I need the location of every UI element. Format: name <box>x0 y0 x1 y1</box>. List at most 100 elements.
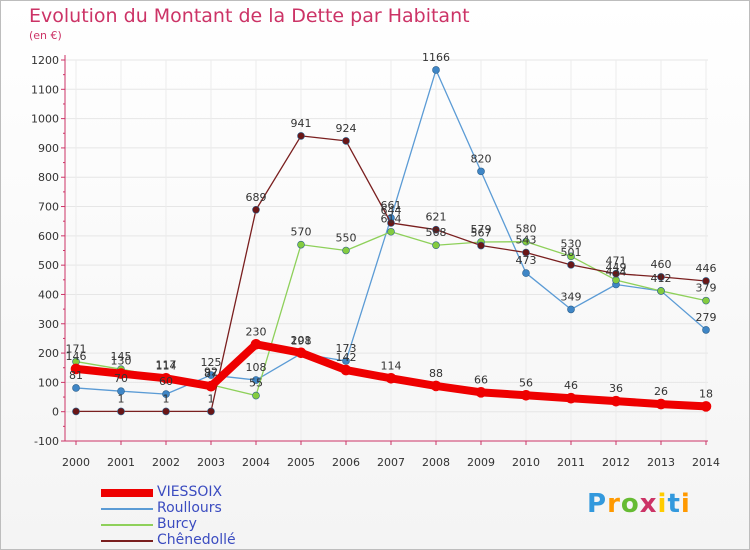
series-point <box>115 368 127 379</box>
data-label: 36 <box>609 382 623 395</box>
data-label: 689 <box>246 191 267 204</box>
series-point <box>342 137 350 145</box>
data-label: 349 <box>561 290 582 303</box>
data-label: 543 <box>516 234 537 247</box>
series-point <box>567 305 575 314</box>
data-label: 412 <box>651 272 672 285</box>
series-point <box>205 380 217 392</box>
logo-letter: t <box>667 489 681 519</box>
y-tick-label: 400 <box>38 288 59 301</box>
series-point <box>657 287 665 295</box>
data-label: 924 <box>336 122 357 135</box>
x-tick-label: 2004 <box>242 456 270 469</box>
series-point <box>252 376 260 384</box>
x-tick-label: 2000 <box>62 456 90 469</box>
data-label: 614 <box>381 213 402 226</box>
y-tick-label: -100 <box>34 435 59 448</box>
y-tick-label: 1100 <box>31 83 59 96</box>
data-label: 644 <box>381 204 402 217</box>
series-point <box>297 132 305 140</box>
y-tick-label: 600 <box>38 230 59 243</box>
data-label: 1 <box>208 392 215 405</box>
legend-label: VIESSOIX <box>157 484 223 500</box>
data-label: 117 <box>156 358 177 371</box>
legend-item: Roullours <box>101 500 301 517</box>
series-point <box>387 227 395 236</box>
y-tick-label: 500 <box>38 259 59 272</box>
y-tick-label: 0 <box>52 406 59 419</box>
series-point <box>565 392 577 404</box>
series-point <box>385 372 397 384</box>
series-point <box>72 384 80 392</box>
data-label: 92 <box>204 366 218 379</box>
data-label: 146 <box>66 350 87 363</box>
data-label: 18 <box>699 387 713 400</box>
series-point <box>340 364 352 376</box>
logo-letter: o <box>620 489 640 519</box>
data-label: 130 <box>111 355 132 368</box>
legend: VIESSOIX Roullours Burcy Chênedollé <box>101 484 301 549</box>
data-label: 1 <box>118 392 125 405</box>
series-point <box>297 240 305 249</box>
data-label: 568 <box>426 226 447 239</box>
series-point <box>475 387 487 398</box>
proxiti-logo: Proxiti <box>587 489 691 519</box>
series-point <box>432 241 440 250</box>
series-point <box>342 357 350 365</box>
series-point <box>72 407 80 416</box>
logo-letter: i <box>657 489 668 519</box>
series-point <box>162 390 170 398</box>
legend-item: VIESSOIX <box>101 484 301 501</box>
data-label: 446 <box>696 262 717 275</box>
logo-letter: r <box>607 489 621 519</box>
data-label: 550 <box>336 232 357 245</box>
series-point <box>295 347 307 359</box>
data-label: 661 <box>381 199 402 212</box>
y-tick-label: 800 <box>38 171 59 184</box>
series-point <box>522 237 530 246</box>
data-label: 567 <box>471 227 492 240</box>
series-point <box>207 407 215 416</box>
x-tick-label: 2012 <box>602 456 630 469</box>
series-point <box>477 241 485 250</box>
series-point <box>567 261 575 269</box>
legend-swatch <box>101 508 153 510</box>
series-point <box>342 246 350 255</box>
series-point <box>207 371 215 379</box>
data-label: 142 <box>336 351 357 364</box>
x-tick-label: 2001 <box>107 456 135 469</box>
x-tick-label: 2007 <box>377 456 405 469</box>
data-label: 434 <box>606 265 627 278</box>
legend-swatch <box>101 524 153 526</box>
data-label: 471 <box>606 255 627 268</box>
series-point <box>702 296 710 305</box>
data-label: 1166 <box>422 51 450 64</box>
x-tick-label: 2010 <box>512 456 540 469</box>
series-point <box>612 269 620 278</box>
y-tick-label: 1000 <box>31 113 59 126</box>
series-point <box>250 338 262 350</box>
x-tick-label: 2003 <box>197 456 225 469</box>
y-tick-label: 300 <box>38 318 59 331</box>
series-point <box>117 387 125 395</box>
data-label: 114 <box>156 359 177 372</box>
y-tick-label: 900 <box>38 142 59 155</box>
data-label: 171 <box>66 343 87 356</box>
x-tick-label: 2002 <box>152 456 180 469</box>
data-label: 70 <box>114 372 128 385</box>
data-label: 621 <box>426 211 447 224</box>
data-label: 60 <box>159 375 173 388</box>
series-point <box>160 372 172 384</box>
data-label: 87 <box>204 367 218 380</box>
data-label: 114 <box>381 359 402 372</box>
series-point <box>522 248 530 257</box>
legend-item: Chênedollé <box>101 532 301 549</box>
y-tick-label: 700 <box>38 201 59 214</box>
data-label: 1 <box>163 392 170 405</box>
series-point <box>655 398 667 410</box>
data-label: 570 <box>291 226 312 239</box>
series-point <box>700 401 712 412</box>
x-tick-label: 2006 <box>332 456 360 469</box>
chart-subtitle: (en €) <box>29 29 62 42</box>
